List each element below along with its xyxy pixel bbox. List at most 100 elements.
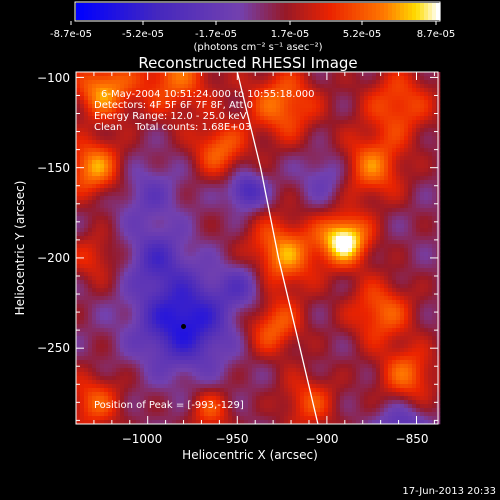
heatmap-cell bbox=[232, 96, 237, 101]
heatmap-cell bbox=[380, 112, 385, 117]
heatmap-cell bbox=[308, 184, 313, 189]
heatmap-cell bbox=[172, 276, 177, 281]
heatmap-cell bbox=[428, 268, 433, 273]
heatmap-cell bbox=[204, 100, 209, 105]
heatmap-cell bbox=[296, 284, 301, 289]
heatmap-cell bbox=[312, 132, 317, 137]
heatmap-cell bbox=[424, 168, 429, 173]
heatmap-cell bbox=[300, 276, 305, 281]
heatmap-cell bbox=[288, 264, 293, 269]
heatmap-cell bbox=[136, 100, 141, 105]
heatmap-cell bbox=[168, 140, 173, 145]
heatmap-cell bbox=[220, 156, 225, 161]
heatmap-cell bbox=[240, 80, 245, 85]
heatmap-cell bbox=[192, 76, 197, 81]
heatmap-cell bbox=[108, 276, 113, 281]
heatmap-cell bbox=[268, 284, 273, 289]
heatmap-cell bbox=[316, 228, 321, 233]
heatmap-cell bbox=[404, 100, 409, 105]
heatmap-cell bbox=[152, 92, 157, 97]
heatmap-cell bbox=[204, 272, 209, 277]
colorbar-swatch bbox=[120, 3, 125, 20]
heatmap-cell bbox=[392, 248, 397, 253]
heatmap-cell bbox=[116, 132, 121, 137]
heatmap-cell bbox=[324, 244, 329, 249]
heatmap-cell bbox=[192, 108, 197, 113]
heatmap-cell bbox=[408, 216, 413, 221]
heatmap-cell bbox=[312, 168, 317, 173]
heatmap-cell bbox=[396, 192, 401, 197]
heatmap-cell bbox=[156, 108, 161, 113]
heatmap-cell bbox=[236, 112, 241, 117]
heatmap-cell bbox=[340, 208, 345, 213]
heatmap-cell bbox=[288, 204, 293, 209]
heatmap-cell bbox=[288, 212, 293, 217]
heatmap-cell bbox=[420, 200, 425, 205]
heatmap-cell bbox=[260, 204, 265, 209]
heatmap-cell bbox=[420, 116, 425, 121]
heatmap-cell bbox=[168, 264, 173, 269]
heatmap-cell bbox=[280, 152, 285, 157]
heatmap-cell bbox=[248, 144, 253, 149]
heatmap-cell bbox=[176, 196, 181, 201]
heatmap-cell bbox=[224, 252, 229, 257]
heatmap-cell bbox=[104, 256, 109, 261]
heatmap-cell bbox=[148, 112, 153, 117]
heatmap-cell bbox=[260, 92, 265, 97]
heatmap-cell bbox=[344, 148, 349, 153]
heatmap-cell bbox=[220, 112, 225, 117]
heatmap-cell bbox=[184, 184, 189, 189]
heatmap-cell bbox=[244, 92, 249, 97]
heatmap-cell bbox=[112, 244, 117, 249]
heatmap-cell bbox=[372, 156, 377, 161]
heatmap-cell bbox=[332, 140, 337, 145]
heatmap-cell bbox=[172, 96, 177, 101]
heatmap-cell bbox=[364, 72, 369, 77]
heatmap-cell bbox=[284, 224, 289, 229]
heatmap-cell bbox=[356, 268, 361, 273]
heatmap-cell bbox=[152, 208, 157, 213]
heatmap-cell bbox=[404, 112, 409, 117]
heatmap-cell bbox=[92, 156, 97, 161]
heatmap-cell bbox=[128, 88, 133, 93]
heatmap-cell bbox=[360, 252, 365, 257]
heatmap-cell bbox=[108, 76, 113, 81]
heatmap-cell bbox=[312, 172, 317, 177]
heatmap-cell bbox=[360, 92, 365, 97]
heatmap-cell bbox=[120, 244, 125, 249]
heatmap-cell bbox=[180, 208, 185, 213]
heatmap-cell bbox=[336, 236, 341, 241]
heatmap-cell bbox=[284, 84, 289, 89]
heatmap-cell bbox=[124, 152, 129, 157]
heatmap-cell bbox=[276, 144, 281, 149]
heatmap-cell bbox=[108, 108, 113, 113]
heatmap-cell bbox=[248, 84, 253, 89]
heatmap-cell bbox=[124, 244, 129, 249]
heatmap-cell bbox=[372, 248, 377, 253]
heatmap-cell bbox=[152, 164, 157, 169]
heatmap-cell bbox=[428, 72, 433, 77]
heatmap-cell bbox=[304, 120, 309, 125]
heatmap-cell bbox=[284, 272, 289, 277]
heatmap-cell bbox=[396, 136, 401, 141]
heatmap-cell bbox=[416, 256, 421, 261]
heatmap-cell bbox=[120, 152, 125, 157]
heatmap-cell bbox=[148, 100, 153, 105]
heatmap-cell bbox=[100, 176, 105, 181]
heatmap-cell bbox=[196, 248, 201, 253]
heatmap-cell bbox=[92, 284, 97, 289]
heatmap-cell bbox=[392, 180, 397, 185]
heatmap-cell bbox=[264, 260, 269, 265]
heatmap-cell bbox=[212, 96, 217, 101]
heatmap-cell bbox=[424, 220, 429, 225]
heatmap-cell bbox=[416, 76, 421, 81]
heatmap-cell bbox=[432, 132, 437, 137]
heatmap-cell bbox=[232, 160, 237, 165]
heatmap-cell bbox=[272, 76, 277, 81]
heatmap-cell bbox=[376, 188, 381, 193]
heatmap-cell bbox=[328, 244, 333, 249]
heatmap-cell bbox=[312, 276, 317, 281]
heatmap-cell bbox=[128, 136, 133, 141]
heatmap-cell bbox=[132, 128, 137, 133]
heatmap-cell bbox=[152, 152, 157, 157]
